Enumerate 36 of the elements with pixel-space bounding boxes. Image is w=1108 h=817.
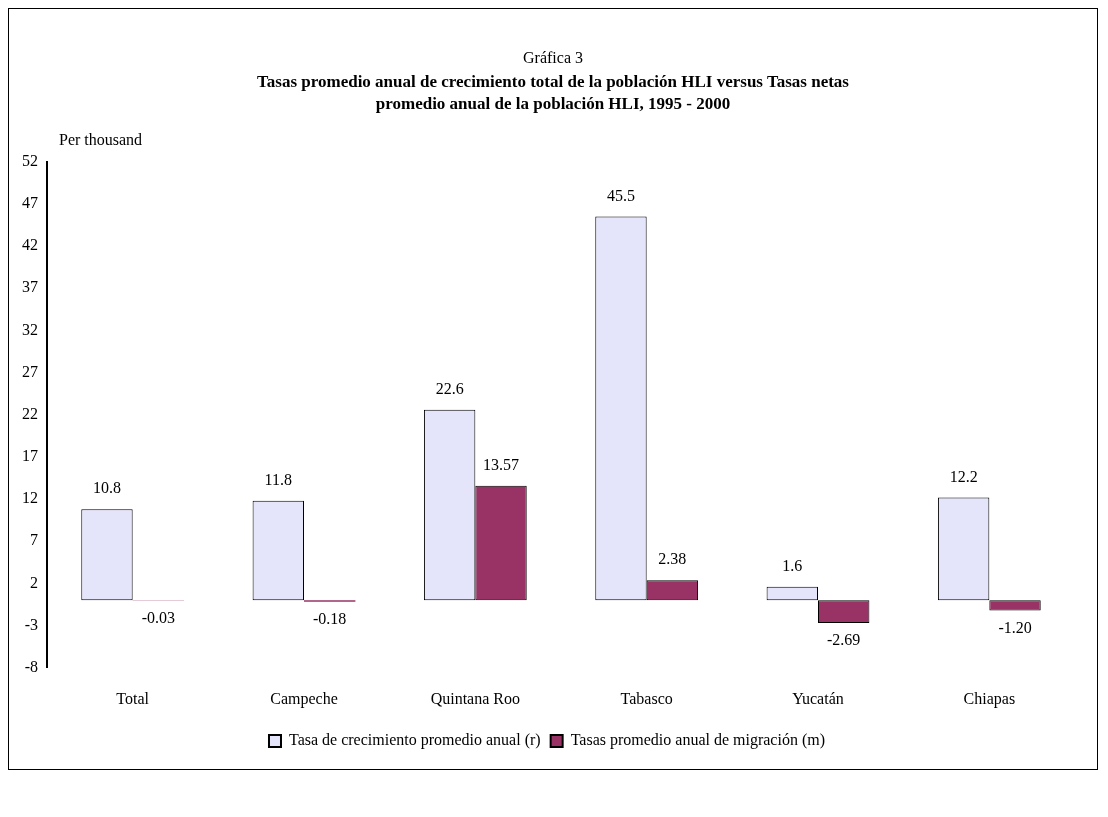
y-tick-label: -8 [24, 658, 38, 676]
chart-title: Gráfica 3 [522, 49, 584, 67]
y-tick-label: -3 [24, 616, 38, 634]
data-label: 10.8 [92, 479, 121, 497]
data-label: -0.18 [313, 610, 347, 628]
data-label: -2.69 [827, 631, 861, 649]
y-tick-label: 32 [22, 320, 38, 338]
y-tick-label: 17 [22, 447, 38, 465]
data-label: -1.20 [998, 618, 1032, 636]
y-tick-label: 47 [22, 194, 38, 212]
data-label: -0.03 [141, 608, 176, 626]
y-tick-label: 37 [22, 278, 38, 296]
x-tick-label: Tabasco [620, 689, 673, 707]
legend-label: Tasa de crecimiento promedio anual (r) [289, 731, 541, 750]
x-tick-label: Total [116, 689, 150, 707]
x-tick-label: Quintana Roo [430, 689, 520, 707]
data-label: 1.6 [782, 557, 803, 575]
x-tick-label: Yucatán [792, 689, 844, 707]
y-tick-label: 2 [30, 573, 38, 591]
chart-subtitle: Tasas promedio anual de crecimiento total de la población HLI versus Tasas netas promedio anual de la población HLI, 1995 - 2000 [256, 71, 850, 116]
data-label: 13.57 [483, 456, 520, 474]
y-tick-label: 42 [22, 236, 38, 254]
legend-label: Tasas promedio anual de migración (m) [570, 731, 826, 750]
y-tick-label: 12 [22, 489, 38, 507]
y-tick-label: 27 [22, 362, 38, 380]
data-label: 11.8 [264, 471, 292, 489]
data-label: 22.6 [435, 380, 464, 398]
x-tick-label: Campeche [270, 689, 338, 708]
data-label: 12.2 [949, 467, 978, 485]
y-tick-label: 22 [22, 405, 38, 423]
data-label: 45.5 [606, 186, 635, 204]
y-tick-label: 52 [22, 151, 38, 169]
x-tick-label: Chiapas [963, 689, 1016, 708]
y-tick-label: 7 [30, 531, 38, 549]
y-axis-title: Per thousand [59, 131, 144, 150]
data-label: 2.38 [658, 550, 687, 568]
